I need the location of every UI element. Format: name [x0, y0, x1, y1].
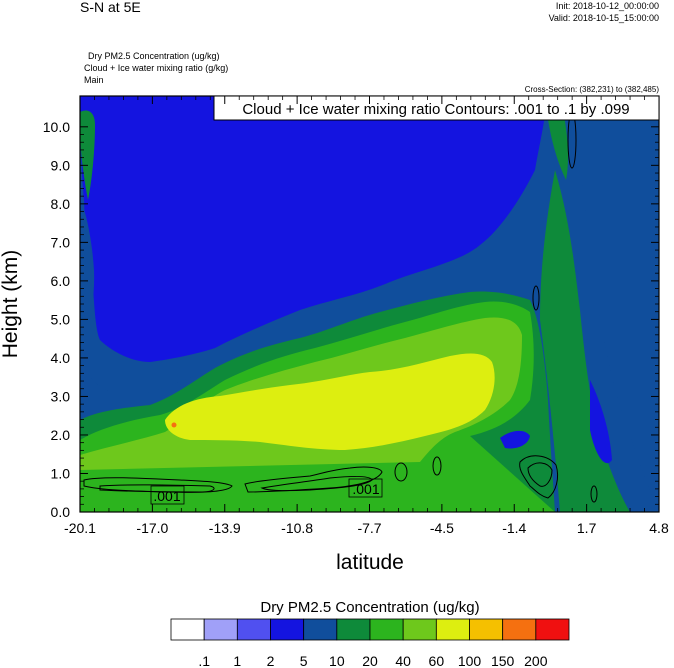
y-tick-label: 8.0 — [51, 196, 71, 212]
field-patch-green-left-top — [80, 110, 95, 200]
colorbar-swatch — [469, 618, 504, 641]
colorbar-level-label: 40 — [395, 653, 411, 668]
y-tick-label: 2.0 — [51, 427, 71, 443]
x-tick-label: -17.0 — [136, 520, 168, 536]
field-band-150-spot — [171, 422, 177, 428]
colorbar-level-label: 10 — [329, 653, 345, 668]
y-tick-label: 3.0 — [51, 388, 71, 404]
colorbar-level-label: 20 — [362, 653, 378, 668]
x-tick-label: -7.7 — [357, 520, 381, 536]
contour-label-1: .001 — [153, 488, 180, 504]
field-patch-slate-left — [80, 200, 95, 330]
field-patch-blue-right-1 — [500, 430, 530, 449]
colorbar-level-label: 60 — [429, 653, 445, 668]
desc-line-1: Dry PM2.5 Concentration (ug/kg) — [88, 51, 220, 61]
contour-label-box-1 — [150, 485, 185, 505]
colorbar-swatch — [336, 618, 371, 641]
field-band-5 — [80, 96, 546, 362]
colorbar-swatch — [402, 618, 437, 641]
contour-line-1 — [83, 477, 233, 493]
x-axis-title: latitude — [336, 551, 404, 574]
field-band-100 — [165, 353, 495, 450]
colorbar — [170, 618, 570, 641]
colorbar-swatch — [270, 618, 305, 641]
contour-label-box-2 — [348, 478, 383, 498]
x-tick-label: -20.1 — [64, 520, 96, 536]
x-tick-label: -13.9 — [209, 520, 241, 536]
y-tick-label: 7.0 — [51, 234, 71, 250]
x-axis: -20.1 -17.0 -13.9 -10.8 -7.7 -4.5 -1.4 1.7 4.8 — [64, 96, 669, 536]
concentration-field — [80, 96, 659, 512]
init-time: Init: 2018-10-12_00:00:00 — [556, 1, 659, 11]
desc-line-2: Cloud + Ice water mixing ratio (g/kg) — [84, 63, 228, 73]
contour-line-7 — [519, 455, 559, 499]
cross-section-label: Cross-Section: (382,231) to (382,485) — [525, 85, 660, 94]
desc-line-3: Main — [84, 75, 104, 85]
contour-line-5 — [394, 462, 408, 482]
contour-line-11 — [590, 485, 598, 503]
contour-info-box — [213, 95, 660, 121]
y-tick-label: 5.0 — [51, 311, 71, 327]
valid-time: Valid: 2018-10-15_15:00:00 — [549, 13, 659, 23]
contour-line-10 — [532, 285, 540, 311]
colorbar-swatch — [535, 618, 570, 641]
y-tick-label: 10.0 — [43, 119, 70, 135]
colorbar-level-label: 100 — [458, 653, 482, 668]
contour-line-6 — [432, 456, 442, 476]
contour-label-2: .001 — [352, 481, 379, 497]
colorbar-swatch — [303, 618, 338, 641]
colorbar-level-label: 5 — [300, 653, 308, 668]
colorbar-level-label: 150 — [491, 653, 515, 668]
colorbar-level-label: 1 — [233, 653, 241, 668]
y-tick-label: 6.0 — [51, 273, 71, 289]
colorbar-swatch — [236, 618, 271, 641]
colorbar-swatch — [170, 618, 205, 641]
x-tick-label: -4.5 — [430, 520, 454, 536]
colorbar-level-label: 2 — [267, 653, 275, 668]
contour-line-8 — [527, 462, 553, 487]
contour-info-text: Cloud + Ice water mixing ratio Contours:… — [242, 101, 629, 118]
colorbar-title: Dry PM2.5 Concentration (ug/kg) — [260, 599, 479, 616]
colorbar-level-label: .1 — [198, 653, 210, 668]
x-tick-label: 1.7 — [577, 520, 597, 536]
x-tick-label: 4.8 — [649, 520, 669, 536]
colorbar-swatch — [203, 618, 238, 641]
field-band-10-right — [560, 96, 659, 512]
y-tick-label: 4.0 — [51, 350, 71, 366]
y-axis: 0.0 1.0 2.0 3.0 4.0 5.0 6.0 7.0 8.0 9.0 10.0 — [43, 119, 659, 520]
contour-line-4 — [260, 475, 373, 492]
colorbar-swatch — [435, 618, 470, 641]
y-tick-label: 1.0 — [51, 465, 71, 481]
contour-line-2 — [99, 484, 215, 493]
colorbar-level-label: 200 — [524, 653, 548, 668]
y-tick-label: 0.0 — [51, 504, 71, 520]
colorbar-swatch — [502, 618, 537, 641]
field-patch-blue-right-2 — [590, 380, 612, 464]
x-tick-label: -10.8 — [281, 520, 313, 536]
colorbar-labels: .1 1 2 5 10 20 40 60 100 150 200 — [198, 653, 547, 668]
y-axis-title: Height (km) — [0, 250, 22, 359]
y-tick-label: 9.0 — [51, 157, 71, 173]
field-band-20-right — [540, 170, 630, 512]
header-title: S-N at 5E — [80, 0, 141, 15]
x-tick-label: -1.4 — [502, 520, 526, 536]
colorbar-swatch — [369, 618, 404, 641]
